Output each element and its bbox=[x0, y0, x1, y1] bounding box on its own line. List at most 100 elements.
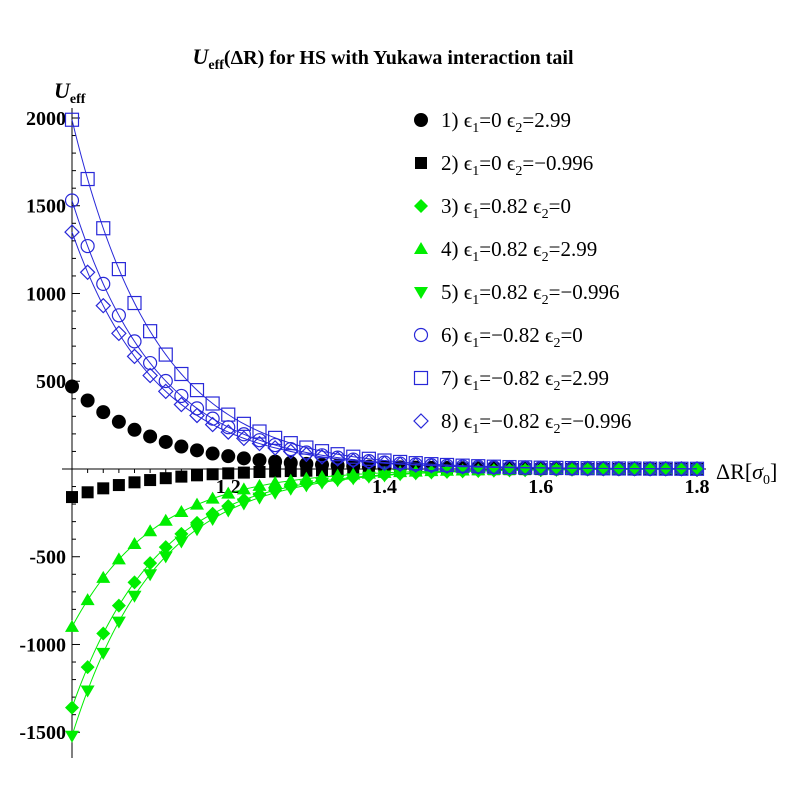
series-1-point bbox=[111, 414, 126, 429]
series-8-point bbox=[173, 396, 190, 413]
series-4-point bbox=[111, 552, 126, 565]
series-5 bbox=[65, 464, 704, 743]
series-8-point bbox=[657, 460, 674, 477]
series-6-point bbox=[80, 238, 95, 254]
series-8-point bbox=[251, 435, 268, 452]
series-6-point bbox=[143, 355, 158, 371]
series-5-point bbox=[65, 730, 79, 743]
series-8-point bbox=[407, 457, 424, 473]
series-2-point bbox=[300, 464, 313, 477]
series-5-point bbox=[627, 464, 642, 477]
legend-item-3: 3) ϵ1=0.82 ϵ2=0 bbox=[414, 194, 571, 222]
y-tick-label: 1500 bbox=[26, 196, 66, 218]
chart-title-sub: eff bbox=[208, 58, 224, 73]
series-7-point bbox=[80, 171, 95, 187]
series-1-point bbox=[268, 454, 283, 469]
series-8-point bbox=[361, 454, 377, 470]
y-tick-label: -500 bbox=[29, 547, 66, 569]
series-5-point bbox=[486, 465, 501, 478]
series-8-point bbox=[111, 325, 127, 342]
legend-marker bbox=[414, 113, 428, 127]
x-axis-label: ΔR[σ0] bbox=[716, 459, 777, 488]
series-7-point bbox=[252, 424, 267, 439]
legend-marker bbox=[413, 370, 429, 386]
series-2-point bbox=[144, 474, 157, 487]
series-5-point bbox=[674, 464, 689, 477]
series-8-point bbox=[267, 440, 283, 456]
series-8-point bbox=[282, 443, 299, 460]
x-tick-label: 1.4 bbox=[372, 476, 397, 498]
series-3-point bbox=[96, 626, 111, 641]
series-8-point bbox=[189, 407, 205, 424]
series-7-point bbox=[330, 447, 345, 462]
series-2-point bbox=[128, 476, 141, 489]
series-7-point bbox=[143, 324, 158, 339]
series-4-point bbox=[283, 473, 298, 486]
series-1-point bbox=[205, 446, 220, 461]
series-7-point bbox=[268, 430, 283, 445]
series-2-point bbox=[112, 479, 125, 492]
series-5-point bbox=[205, 514, 220, 527]
series-6-point bbox=[236, 427, 251, 442]
legend-label: 2) ϵ1=0 ϵ2=−0.996 bbox=[441, 151, 593, 179]
series-8-point bbox=[439, 458, 455, 475]
y-axis-label-sym: U bbox=[54, 78, 71, 103]
series-8-point bbox=[157, 383, 174, 400]
axes: 1.21.41.61.8200015001000500-500-1000-150… bbox=[19, 108, 710, 758]
series-5-point bbox=[502, 465, 517, 478]
series-6-point bbox=[189, 401, 205, 416]
series-3-point bbox=[127, 575, 142, 590]
series-5-point bbox=[346, 473, 361, 486]
series-3-point bbox=[158, 540, 173, 555]
series-5-point bbox=[611, 464, 626, 477]
series-2-point bbox=[222, 467, 235, 480]
series-4-point bbox=[96, 570, 111, 583]
series-5-point bbox=[190, 524, 204, 537]
series-7-point bbox=[221, 407, 236, 422]
series-3-point bbox=[143, 556, 158, 571]
y-tick-label: 1000 bbox=[26, 283, 66, 305]
x-axis-label-end: ] bbox=[770, 459, 777, 484]
series-1-point bbox=[158, 434, 173, 449]
series-1-point bbox=[236, 451, 251, 466]
series-8-point bbox=[579, 460, 596, 477]
series-5-point bbox=[471, 466, 486, 479]
series-5-point bbox=[330, 475, 345, 488]
series-7-point bbox=[205, 396, 220, 411]
series-5-point bbox=[408, 468, 423, 481]
legend-label: 7) ϵ1=−0.82 ϵ2=2.99 bbox=[441, 366, 609, 394]
series-7-point bbox=[377, 453, 392, 468]
series-8-point bbox=[392, 456, 408, 473]
series-5-point bbox=[252, 492, 267, 505]
series-2-point bbox=[269, 465, 282, 478]
series-2-point bbox=[66, 491, 78, 504]
series-3-point bbox=[65, 700, 79, 715]
series-2-point bbox=[97, 482, 110, 495]
series-8-point bbox=[673, 460, 690, 477]
x-tick-label: 1.6 bbox=[528, 476, 553, 498]
legend-marker bbox=[415, 157, 427, 169]
series-2-point bbox=[175, 470, 188, 483]
legend-label: 1) ϵ1=0 ϵ2=2.99 bbox=[441, 108, 571, 136]
series-7-point bbox=[111, 262, 126, 277]
series-2-point bbox=[159, 472, 172, 485]
x-axis-label-sub: 0 bbox=[763, 473, 770, 488]
series-8-point bbox=[642, 460, 658, 477]
series-5-point bbox=[127, 590, 142, 603]
series-5-point bbox=[596, 464, 611, 477]
series-7-point bbox=[361, 451, 376, 466]
series-4-point bbox=[65, 619, 79, 632]
series-1-point bbox=[96, 405, 111, 420]
legend-item-8: 8) ϵ1=−0.82 ϵ2=−0.996 bbox=[413, 409, 631, 437]
series-8-point bbox=[595, 460, 612, 477]
series-1-point bbox=[80, 393, 95, 408]
series-1-point bbox=[252, 453, 267, 468]
series-2-point bbox=[81, 486, 94, 499]
legend-item-1: 1) ϵ1=0 ϵ2=2.99 bbox=[414, 108, 571, 136]
legend-label: 6) ϵ1=−0.82 ϵ2=0 bbox=[441, 323, 583, 351]
series-7-point bbox=[408, 456, 423, 471]
series-8-point bbox=[329, 451, 346, 467]
series-6-point bbox=[158, 373, 173, 389]
series-6-point bbox=[174, 388, 189, 404]
series-8-point bbox=[423, 457, 440, 474]
